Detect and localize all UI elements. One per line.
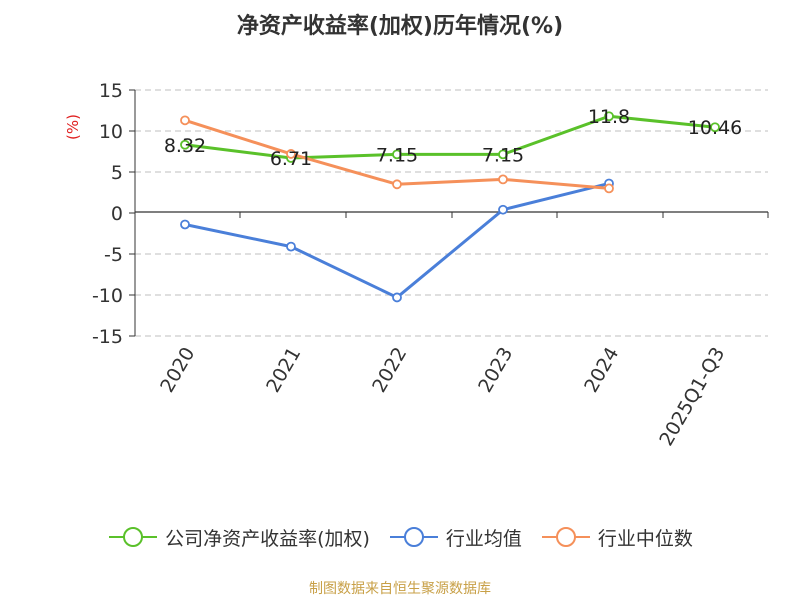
legend-item-industry-mean[interactable]: 行业均值	[388, 524, 522, 551]
data-point-0	[392, 149, 402, 160]
data-point-0	[498, 149, 508, 160]
y-tick-label: -5	[104, 244, 123, 266]
data-point-2	[286, 149, 296, 159]
data-point-2	[180, 115, 190, 126]
data-point-1	[180, 219, 190, 230]
legend-swatch-industry-median	[541, 527, 590, 547]
series-layer	[180, 111, 720, 303]
data-point-0	[604, 111, 614, 122]
data-point-2	[392, 179, 402, 190]
x-tick-label: 2024	[580, 344, 623, 397]
y-tick-label: -15	[92, 326, 123, 348]
data-point-2	[498, 174, 508, 185]
legend-item-company[interactable]: 公司净资产收益率(加权)	[107, 524, 370, 551]
data-label: 7.15	[376, 144, 418, 166]
y-axis-unit-label: (%)	[64, 114, 82, 140]
data-label: 7.15	[482, 144, 524, 166]
source-footer: 制图数据来自恒生聚源数据库	[309, 581, 491, 597]
data-point-1	[392, 292, 402, 303]
chart-title: 净资产收益率(加权)历年情况(%)	[236, 14, 564, 39]
data-point-0	[180, 139, 190, 150]
legend: 公司净资产收益率(加权) 行业均值 行业中位数	[0, 522, 800, 552]
legend-label-industry-median: 行业中位数	[597, 527, 693, 550]
data-point-2	[604, 183, 614, 194]
x-tick-label: 2023	[474, 344, 517, 397]
x-tick-label: 2022	[368, 344, 411, 397]
grid-lines	[135, 89, 768, 337]
data-label: 11.8	[588, 106, 630, 128]
legend-label-company: 公司净资产收益率(加权)	[165, 527, 370, 550]
data-label: 8.32	[164, 135, 206, 157]
legend-label-industry-mean: 行业均值	[445, 527, 522, 550]
data-point-1	[286, 241, 296, 252]
data-labels: 8.32 6.71 7.15 7.15 11.8 10.46	[164, 106, 742, 170]
line-chart: -15 -10 -5 0 5 10 15 (%) 2020 2021 2022 2023 2024 202…	[64, 80, 769, 450]
x-tick-label: 2021	[262, 344, 305, 397]
y-tick-label: 5	[111, 162, 123, 184]
series-line-1	[184, 182, 610, 299]
data-point-1	[498, 204, 508, 215]
y-tick-label: -10	[92, 285, 123, 307]
legend-swatch-company	[109, 527, 158, 547]
y-tick-label: 10	[99, 121, 123, 143]
data-label: 10.46	[688, 117, 742, 139]
legend-swatch-industry-mean	[389, 527, 438, 547]
y-tick-label: 15	[99, 80, 123, 102]
data-point-0	[710, 122, 720, 133]
legend-item-industry-median[interactable]: 行业中位数	[540, 524, 693, 551]
x-tick-label: 2025Q1-Q3	[655, 344, 729, 450]
x-tick-label: 2020	[156, 344, 199, 397]
data-label: 6.71	[270, 148, 312, 170]
series-line-0	[184, 114, 716, 160]
y-tick-label: 0	[111, 203, 123, 225]
